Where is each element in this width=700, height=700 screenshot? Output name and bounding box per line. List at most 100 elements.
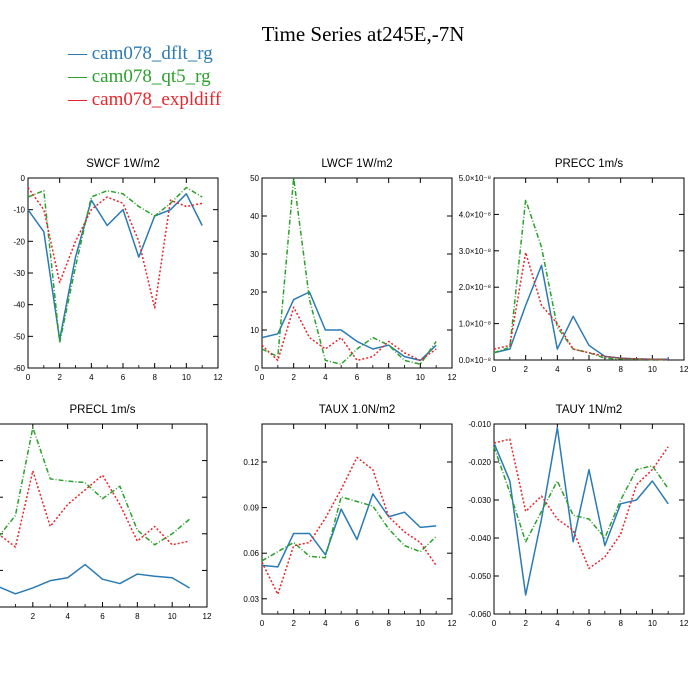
x-tick-label: 4 [555, 619, 560, 628]
x-tick-label: 0 [492, 619, 497, 628]
y-tick-label: 1.0×10⁻⁸ [459, 320, 491, 329]
y-tick-label: 10 [250, 326, 259, 335]
y-tick-label: 20 [250, 288, 259, 297]
chart-panel-5: TAUX 1.0N/m2 0 2 4 6 8 10 12 0.03 0.06 0.09 0.12 [243, 404, 457, 628]
chart-panel-6: TAUY 1N/m2 0 2 4 6 8 10 12 -0.060 -0.050 -0.040 -0.… [468, 404, 689, 628]
chart-title: TAUX 1.0N/m2 [319, 404, 395, 416]
y-tick-label: 0 [21, 174, 26, 183]
chart-title: PRECC 1m/s [555, 158, 624, 170]
series-line-cam078_dflt_rg [261, 493, 437, 568]
x-tick-label: 10 [182, 373, 191, 382]
series-line-cam078_expldiff [493, 251, 669, 361]
x-tick-label: 8 [618, 619, 623, 628]
x-tick-label: 6 [355, 619, 360, 628]
chart-title: LWCF 1W/m2 [321, 158, 392, 170]
legend-label-expldiff: cam078_expldiff [91, 89, 222, 110]
x-tick-label: 0 [260, 619, 265, 628]
chart-title: PRECL 1m/s [69, 404, 135, 416]
x-tick-label: 0 [26, 373, 31, 382]
series-line-cam078_qt5_rg [493, 446, 669, 543]
y-tick-label: 0.12 [243, 458, 259, 467]
x-tick-label: 4 [65, 612, 70, 621]
y-tick-label: -0.040 [468, 534, 491, 543]
x-tick-label: 2 [31, 612, 36, 621]
x-tick-label: 10 [648, 619, 657, 628]
chart-panel-3: PRECC 1m/s 0 2 4 6 8 10 12 0.0×10⁻⁸ 1.0×10⁻⁸ 2.0×1… [459, 158, 689, 374]
series-line-cam078_qt5_rg [493, 199, 669, 361]
series-line-cam078_qt5_rg [27, 186, 203, 344]
y-tick-label: -20 [13, 237, 25, 246]
x-tick-label: 2 [523, 619, 528, 628]
x-tick-label: 8 [386, 619, 391, 628]
legend-label-qt5: cam078_qt5_rg [91, 66, 211, 87]
y-tick-label: 3.0×10⁻⁸ [459, 247, 491, 256]
y-tick-label: -0.010 [468, 420, 491, 429]
x-tick-label: 10 [648, 365, 657, 374]
x-tick-label: 6 [121, 373, 126, 382]
series-line-cam078_expldiff [261, 306, 437, 362]
legend-label-dflt: cam078_dflt_rg [91, 43, 213, 64]
figure-title: Time Series at245E,-7N [261, 22, 465, 46]
x-tick-label: 6 [355, 373, 360, 382]
y-tick-label: 50 [250, 174, 259, 183]
y-tick-label: 4.0×10⁻⁸ [459, 210, 491, 219]
series-line-cam078_expldiff [27, 187, 203, 309]
x-tick-label: 8 [386, 373, 391, 382]
legend: — cam078_dflt_rg — cam078_qt5_rg — cam07… [68, 42, 221, 111]
chart-panel-1: SWCF 1W/m2 0 2 4 6 8 10 12 -60 -50 -40 -30 -20 -10 0 [13, 158, 223, 382]
x-tick-label: 8 [152, 373, 157, 382]
series-line-cam078_qt5_rg [261, 496, 437, 562]
series-line-cam078_qt5_rg [0, 426, 191, 546]
y-tick-label: 5.0×10⁻⁸ [459, 174, 491, 183]
legend-swatch-dflt: — [68, 43, 92, 64]
x-tick-label: 6 [587, 619, 592, 628]
legend-entry-expldiff: — cam078_expldiff [68, 88, 221, 111]
y-tick-label: 0 [255, 364, 260, 373]
x-tick-label: 12 [448, 373, 457, 382]
y-tick-label: -0.060 [468, 610, 491, 619]
legend-entry-dflt: — cam078_dflt_rg [68, 42, 221, 65]
y-tick-label: -40 [13, 301, 25, 310]
y-tick-label: -30 [13, 269, 25, 278]
x-tick-label: 12 [448, 619, 457, 628]
x-tick-label: 8 [618, 365, 623, 374]
x-tick-label: 2 [291, 619, 296, 628]
x-tick-label: 2 [57, 373, 62, 382]
y-tick-label: -0.050 [468, 572, 491, 581]
chart-title: TAUY 1N/m2 [556, 404, 623, 416]
x-tick-label: 2 [291, 373, 296, 382]
x-tick-label: 0 [492, 365, 497, 374]
x-tick-label: 8 [135, 612, 140, 621]
x-tick-label: 6 [587, 365, 592, 374]
legend-entry-qt5: — cam078_qt5_rg [68, 65, 221, 88]
series-line-cam078_expldiff [493, 438, 669, 570]
x-tick-label: 0 [260, 373, 265, 382]
chart-panel-4: PRECL 1m/s0246810120×10⁻⁸5×10⁻⁸0×10⁻⁸5×1… [0, 404, 212, 621]
x-tick-label: 2 [523, 365, 528, 374]
x-tick-label: 10 [168, 612, 177, 621]
y-tick-label: 0.03 [243, 595, 259, 604]
chart-panel-2: LWCF 1W/m2 0 2 4 6 8 10 12 0 10 20 30 40 50 [250, 158, 457, 382]
y-tick-label: 0.09 [243, 504, 259, 513]
y-tick-label: 2.0×10⁻⁸ [459, 283, 491, 292]
x-tick-label: 12 [203, 612, 212, 621]
x-tick-label: 10 [416, 619, 425, 628]
x-tick-label: 4 [323, 619, 328, 628]
y-tick-label: 0.0×10⁻⁸ [459, 356, 491, 365]
y-tick-label: -10 [13, 206, 25, 215]
x-tick-label: 0 [0, 612, 1, 621]
x-tick-label: 4 [89, 373, 94, 382]
x-tick-label: 4 [323, 373, 328, 382]
chart-title: SWCF 1W/m2 [86, 158, 159, 170]
y-tick-label: -0.030 [468, 496, 491, 505]
series-line-cam078_dflt_rg [0, 563, 190, 595]
series-line-cam078_dflt_rg [493, 264, 669, 361]
series-line-cam078_dflt_rg [493, 427, 669, 596]
y-tick-label: 0.06 [243, 549, 259, 558]
y-tick-label: -60 [13, 364, 25, 373]
legend-swatch-qt5: — [68, 66, 92, 87]
x-tick-label: 6 [100, 612, 105, 621]
series-line-cam078_dflt_rg [261, 291, 437, 362]
y-tick-label: 30 [250, 250, 259, 259]
